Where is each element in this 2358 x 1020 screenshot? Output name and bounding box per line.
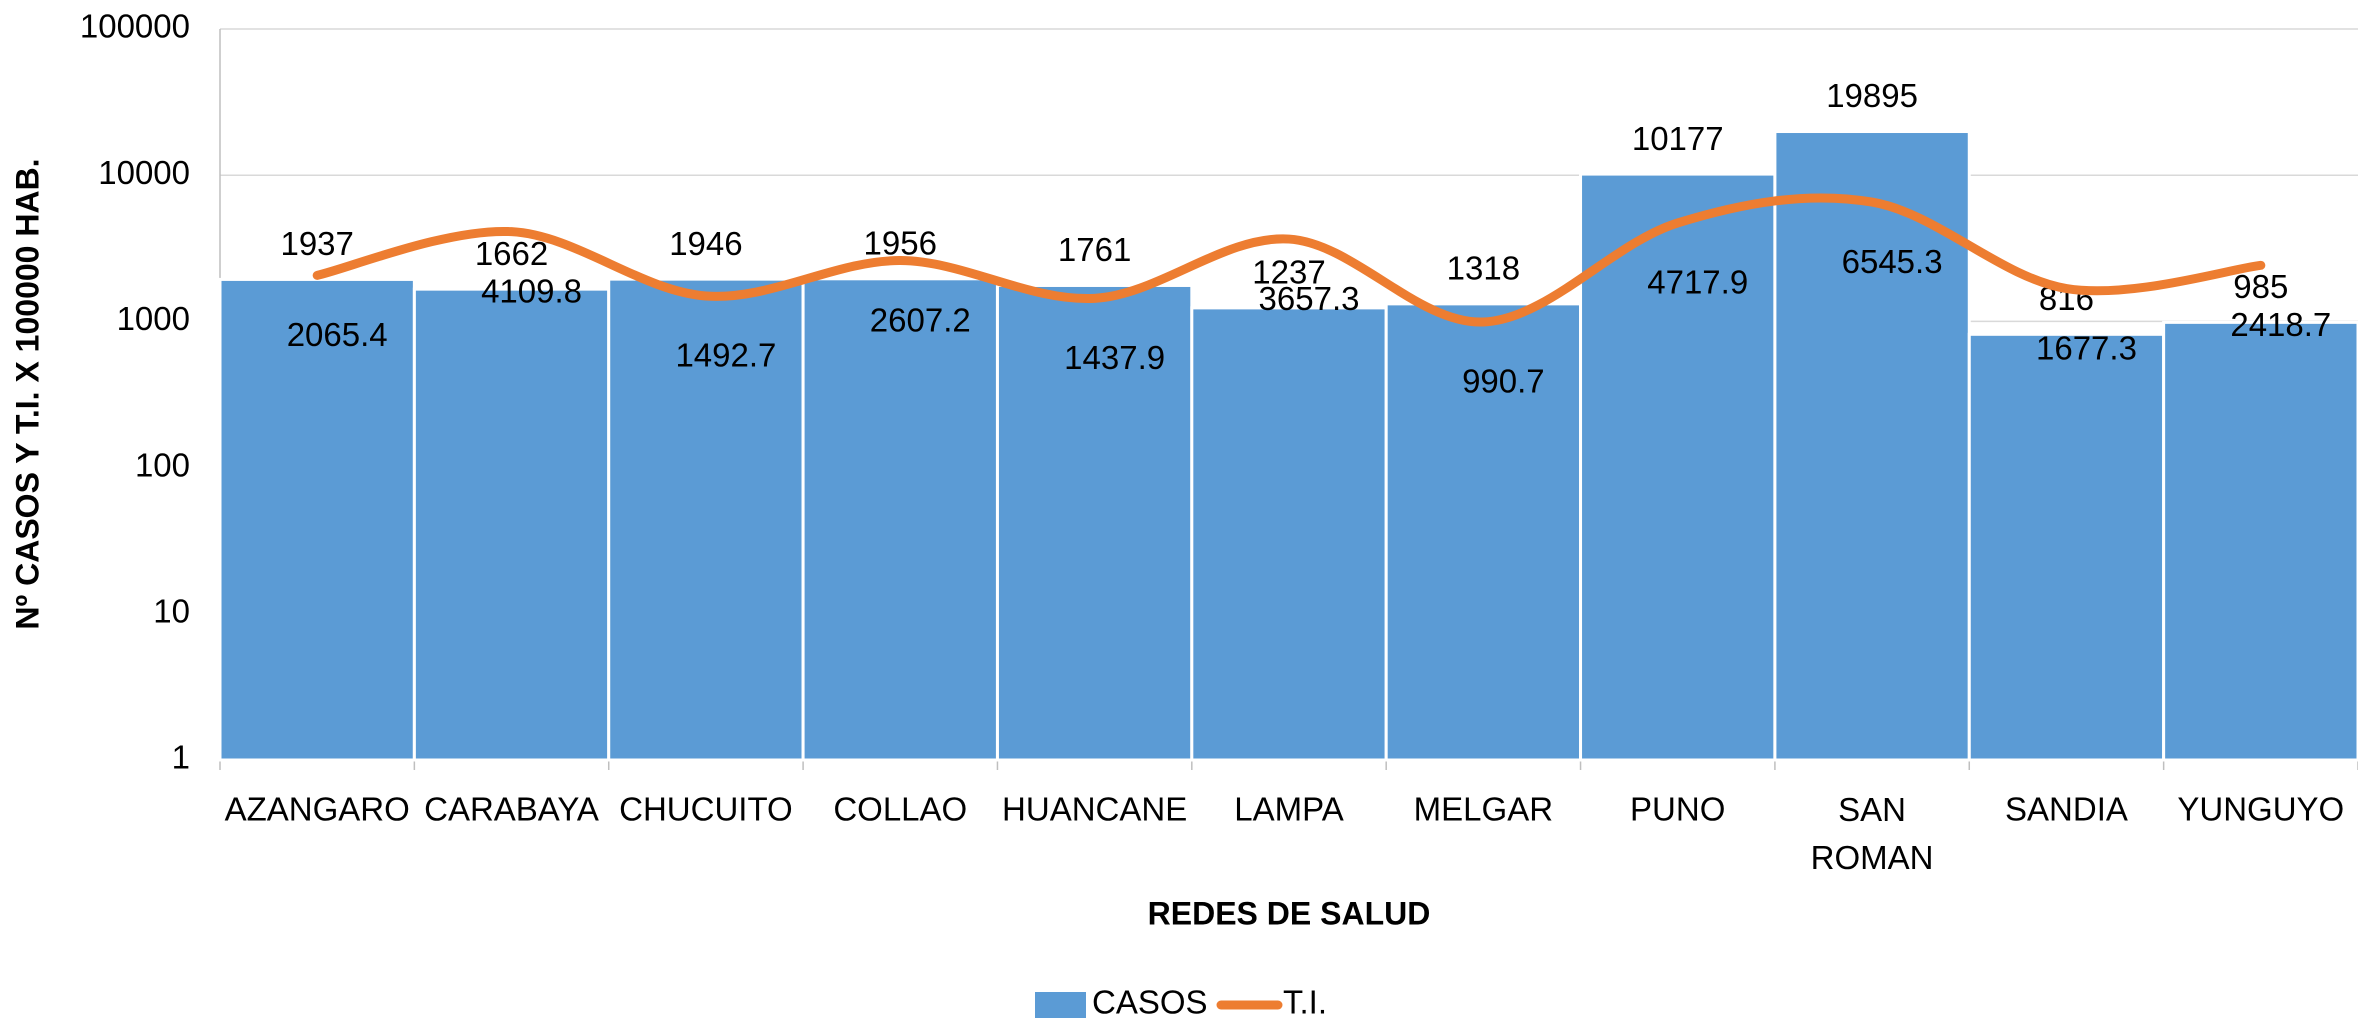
- x-axis-title: REDES DE SALUD: [1148, 895, 1431, 931]
- bar: [1579, 172, 1777, 762]
- bar: [801, 277, 999, 762]
- bar: [2162, 320, 2358, 762]
- y-tick-label: 10: [153, 593, 190, 630]
- line-value-label: 2418.7: [2230, 306, 2331, 343]
- x-tick-label: SANDIA: [2005, 791, 2128, 828]
- bar: [1773, 130, 1971, 762]
- x-tick-label: CARABAYA: [424, 791, 599, 828]
- y-tick-label: 1: [172, 739, 190, 776]
- bar-value-label: 1318: [1447, 250, 1520, 287]
- x-tick-label: AZANGARO: [225, 791, 410, 828]
- bar-value-label: 10177: [1632, 120, 1724, 157]
- y-tick-label: 100000: [80, 8, 190, 45]
- line-value-label: 6545.3: [1842, 243, 1943, 280]
- legend-label: CASOS: [1092, 984, 1208, 1020]
- legend-swatch: [1035, 992, 1086, 1018]
- line-value-label: 4717.9: [1647, 264, 1748, 301]
- bar-value-label: 1956: [864, 225, 937, 262]
- bar-value-label: 1946: [669, 225, 742, 262]
- bar-value-label: 1662: [475, 235, 548, 272]
- bar-value-label: 19895: [1826, 77, 1918, 114]
- legend: CASOS T.I.: [1035, 984, 1327, 1020]
- bar: [1190, 306, 1388, 762]
- bar-value-label: 1761: [1058, 231, 1131, 268]
- line-value-label: 990.7: [1462, 363, 1545, 400]
- line-value-label: 1677.3: [2036, 329, 2137, 366]
- y-axis-title: Nº CASOS Y T.I. X 100000 HAB.: [9, 158, 45, 629]
- x-tick-label: COLLAO: [833, 791, 967, 828]
- line: [312, 193, 2266, 327]
- line-value-label: 4109.8: [481, 272, 582, 309]
- x-tick-label: LAMPA: [1234, 791, 1343, 828]
- bar: [412, 287, 611, 762]
- y-tick-label: 100: [135, 446, 190, 483]
- x-tick-label: CHUCUITO: [619, 791, 793, 828]
- x-tick-label: HUANCANE: [1002, 791, 1187, 828]
- bar: [1967, 332, 2166, 762]
- legend-label: T.I.: [1283, 984, 1327, 1020]
- line-value-label: 1437.9: [1064, 339, 1165, 376]
- line-value-label: 3657.3: [1259, 280, 1360, 317]
- y-tick-label: 10000: [98, 154, 190, 191]
- line-value-label: 2065.4: [287, 316, 388, 353]
- line-value-label: 2607.2: [870, 301, 971, 338]
- bar-value-label: 1937: [280, 225, 353, 262]
- bar-value-label: 985: [2233, 268, 2288, 305]
- bar: [607, 277, 805, 762]
- x-tick-label: PUNO: [1630, 791, 1725, 828]
- x-tick-label: MELGAR: [1414, 791, 1553, 828]
- x-tick-label: SAN ROMAN: [1811, 791, 1934, 876]
- bar: [1384, 302, 1583, 762]
- y-tick-label: 1000: [117, 300, 190, 337]
- bar: [995, 283, 1194, 762]
- bar-value-label: 1237: [1252, 254, 1325, 291]
- x-tick-label: YUNGUYO: [2177, 791, 2344, 828]
- line-value-label: 1492.7: [675, 337, 776, 374]
